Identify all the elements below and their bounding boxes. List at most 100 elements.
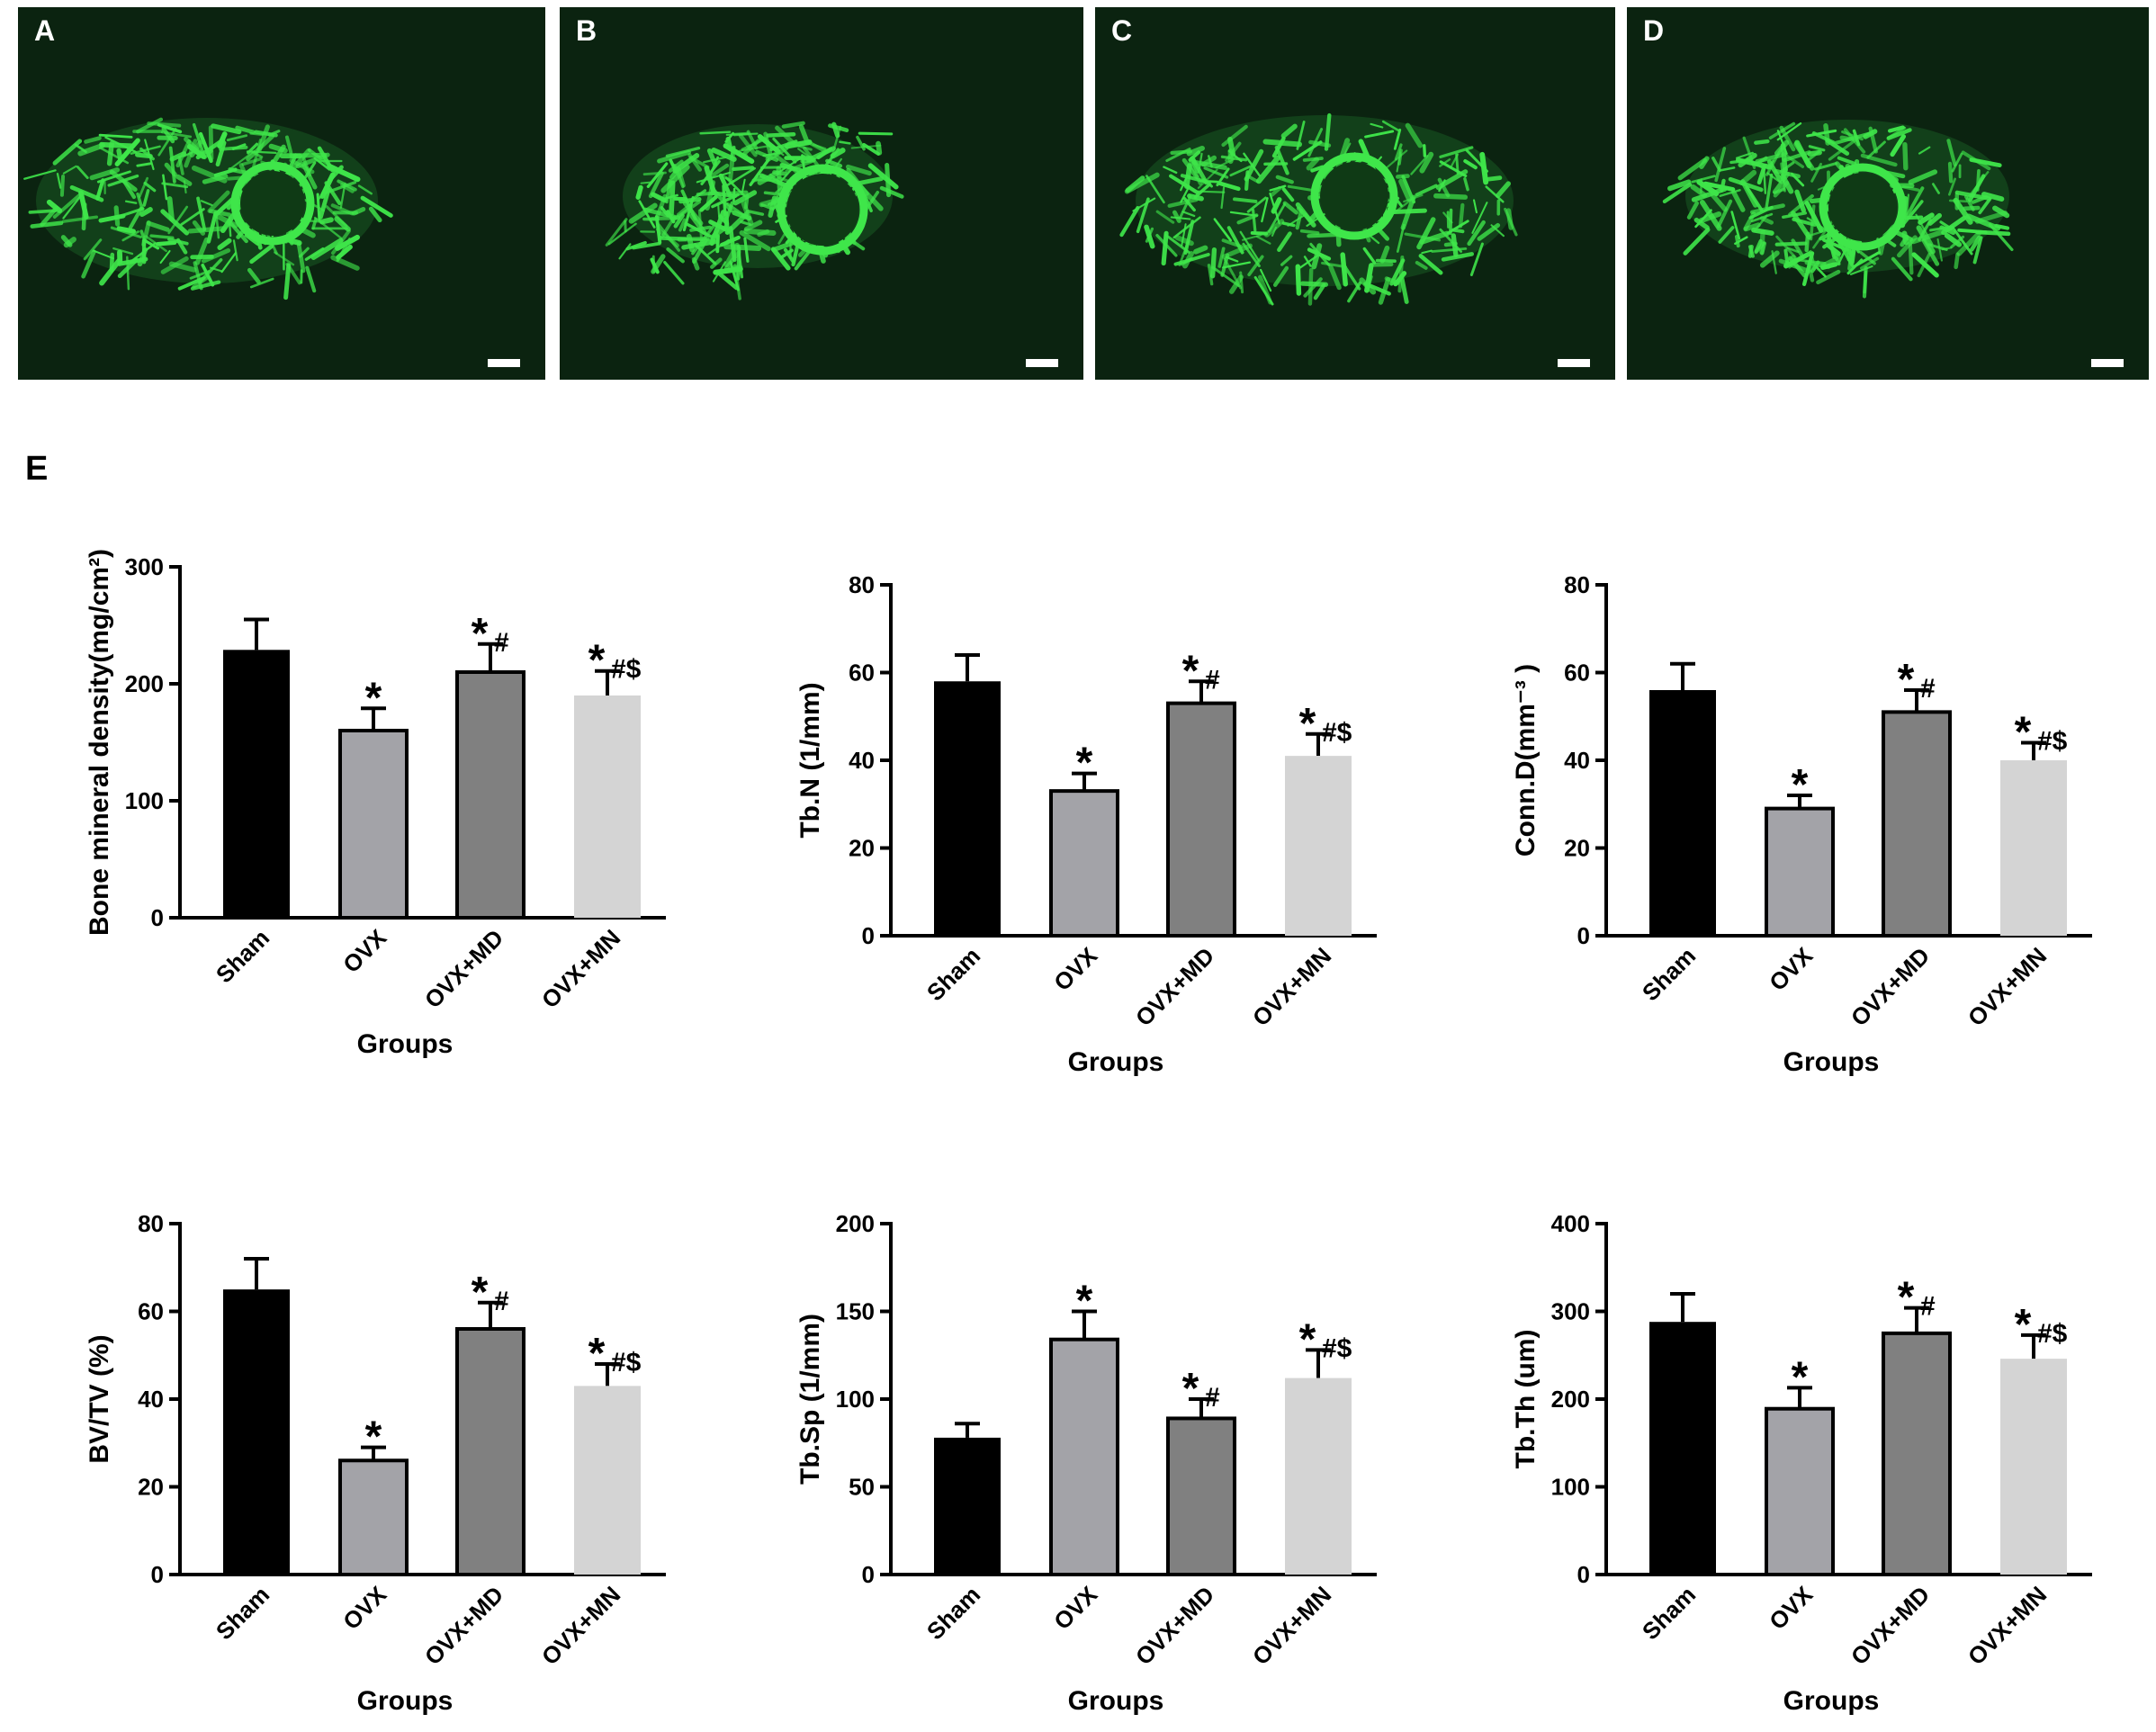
trabecula (1756, 141, 1767, 143)
significance-star: * (1299, 700, 1316, 748)
y-tick-label: 100 (1551, 1474, 1590, 1501)
panel-letter: C (1111, 14, 1132, 48)
significance-star: * (1898, 656, 1915, 704)
panel-letter: D (1643, 14, 1664, 48)
trabecula (1121, 208, 1137, 235)
trabecula (715, 269, 741, 273)
trabecula (190, 229, 223, 231)
significance-star: * (1182, 647, 1199, 695)
trabecula (638, 187, 641, 197)
bar-ovx-md (1168, 1418, 1235, 1575)
significance-marks: # (1920, 1292, 1936, 1322)
scale-bar (1026, 359, 1058, 367)
trabecula (1253, 233, 1266, 234)
x-tick-label: OVX+MN (536, 1581, 625, 1670)
x-tick-label: OVX+MN (536, 924, 625, 1013)
trabecula (307, 268, 314, 291)
x-tick-label: OVX (1764, 1581, 1819, 1636)
y-tick-label: 300 (125, 553, 164, 580)
significance-star: * (472, 1269, 489, 1316)
y-tick-label: 40 (138, 1386, 164, 1413)
trabecula (1246, 172, 1247, 189)
trabecular-bone (24, 118, 391, 298)
y-tick-label: 60 (1564, 660, 1590, 687)
y-tick-label: 60 (138, 1298, 164, 1325)
trabecular-bone (1121, 115, 1516, 304)
x-axis-label: Groups (357, 1029, 454, 1059)
trabecula (840, 142, 849, 144)
trabecular-bone (606, 123, 902, 299)
y-axis-label: Conn.D(mm⁻³ ) (1511, 664, 1541, 857)
y-tick-label: 0 (151, 904, 164, 931)
bar-sham (1649, 690, 1716, 936)
x-tick-label: Sham (921, 942, 985, 1006)
bar-ovx-mn (574, 1386, 641, 1575)
section-letter-e: E (25, 450, 48, 489)
bar-ovx-mn (1285, 756, 1352, 936)
trabecula (1253, 211, 1255, 230)
trabecular-bone (1665, 120, 2012, 296)
x-tick-label: OVX (1764, 942, 1819, 997)
x-tick-label: OVX+MD (1846, 1581, 1935, 1670)
significance-star: * (588, 1330, 606, 1378)
trabecula (102, 145, 131, 146)
y-tick-label: 40 (1564, 747, 1590, 774)
bar-ovx-md (1168, 704, 1235, 936)
significance-star: * (1076, 740, 1093, 787)
trabecula (733, 167, 752, 169)
trabecula (1823, 265, 1836, 267)
significance-star: * (2015, 709, 2032, 757)
trabecula (746, 196, 748, 208)
marrow-cavity (786, 174, 858, 246)
trabecula (1235, 199, 1255, 202)
microct-panel-b: B (560, 7, 1083, 380)
trabecula (671, 183, 673, 213)
trabecula (62, 176, 63, 195)
trabecula (1265, 141, 1299, 144)
bar-ovx-mn (2000, 760, 2067, 936)
y-axis-label: Tb.Sp (1/mm) (795, 1314, 825, 1485)
trabecula (620, 244, 631, 258)
y-tick-label: 0 (151, 1561, 164, 1588)
trabecula (1453, 236, 1456, 255)
bar-sham (223, 1289, 290, 1575)
bar-ovx (340, 731, 407, 918)
bar-ovx-mn (2000, 1359, 2067, 1575)
trabecula (1750, 247, 1752, 256)
y-tick-label: 100 (836, 1386, 875, 1413)
panel-letter: B (576, 14, 597, 48)
bar-ovx (1051, 791, 1118, 936)
significance-star: * (588, 637, 606, 685)
x-tick-label: OVX (1048, 942, 1103, 997)
trabecula (1196, 247, 1206, 251)
x-axis-label: Groups (1783, 1686, 1880, 1716)
y-tick-label: 40 (849, 747, 875, 774)
x-tick-label: Sham (1637, 942, 1701, 1006)
trabecula (1488, 178, 1499, 179)
trabecula (1302, 231, 1318, 233)
trabecula (1436, 196, 1465, 197)
trabecula (1905, 145, 1906, 168)
significance-marks: #$ (611, 655, 642, 685)
trabecula (1910, 243, 1912, 273)
trabecula (878, 144, 879, 153)
y-tick-label: 20 (849, 835, 875, 862)
trabecula (1950, 164, 1951, 181)
x-tick-label: OVX+MD (419, 924, 508, 1013)
trabecula (644, 173, 665, 175)
trabecula (1457, 155, 1459, 174)
bone-image (1627, 7, 2149, 380)
trabecula (1685, 229, 1708, 253)
trabecula (859, 133, 892, 134)
trabecula (694, 259, 697, 268)
x-tick-label: OVX (1048, 1581, 1103, 1636)
y-tick-label: 50 (849, 1474, 875, 1501)
significance-marks: # (494, 1287, 509, 1316)
bar-ovx-mn (574, 695, 641, 918)
y-axis-label: BV/TV (%) (85, 1334, 114, 1463)
trabecula (170, 199, 172, 219)
bar-ovx (1766, 809, 1833, 936)
